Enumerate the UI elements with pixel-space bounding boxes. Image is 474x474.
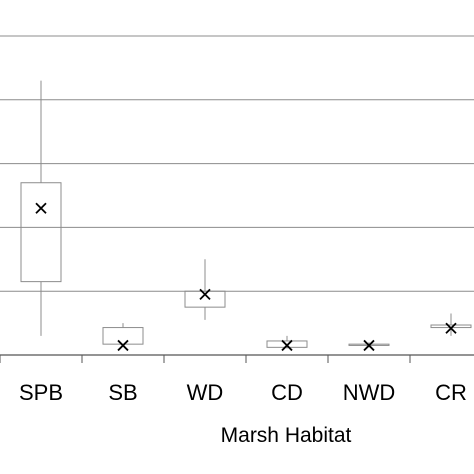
x-axis: [0, 354, 474, 363]
mean-marker: [199, 288, 211, 301]
mean-marker: [281, 339, 293, 352]
mean-marker: [363, 339, 375, 352]
mean-marker: [117, 339, 129, 352]
x-tick-label: CR: [435, 380, 467, 405]
tick-labels: SPB SB WD CD NWD CR: [19, 380, 467, 405]
box-iqr: [184, 290, 226, 308]
x-tick-label: SB: [108, 380, 137, 405]
mean-marker: [445, 322, 457, 334]
x-tick-label: SPB: [19, 380, 63, 405]
box-spb: [20, 80, 62, 336]
box-iqr: [20, 182, 62, 283]
box-cr: [430, 313, 472, 336]
x-tick-label: WD: [187, 380, 224, 405]
box-wd: [184, 259, 226, 320]
box-nwd: [348, 339, 390, 352]
x-tick-label: NWD: [343, 380, 396, 405]
box-sb: [102, 323, 144, 352]
box-iqr: [266, 340, 308, 348]
boxes: [20, 80, 472, 352]
box-cd: [266, 335, 308, 352]
x-axis-title: Marsh Habitat: [221, 424, 352, 447]
x-tick-label: CD: [271, 380, 303, 405]
gridlines: [0, 35, 474, 292]
mean-marker: [35, 202, 47, 214]
box-iqr: [102, 327, 144, 345]
